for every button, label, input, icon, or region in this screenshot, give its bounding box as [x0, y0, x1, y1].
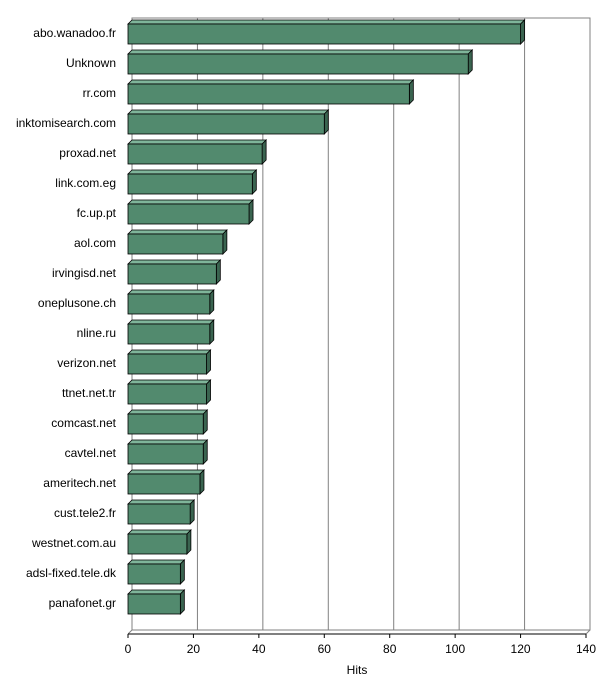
bar-side	[179, 589, 185, 615]
bar-top	[127, 229, 228, 235]
bar-side	[202, 439, 208, 465]
bar-side	[202, 409, 208, 435]
bar-top	[127, 589, 186, 595]
y-tick-label: proxad.net	[59, 146, 116, 160]
x-tick-label: 100	[445, 642, 465, 656]
bar-top	[127, 349, 212, 355]
bar	[127, 413, 204, 435]
x-tick-label: 80	[383, 642, 397, 656]
bar-side	[251, 169, 257, 195]
bar	[127, 353, 207, 375]
bar	[127, 53, 469, 75]
bar-top	[127, 109, 330, 115]
floor-line	[585, 629, 591, 635]
bar	[127, 173, 253, 195]
bar-top	[127, 19, 526, 25]
bar-side	[261, 139, 267, 165]
bar	[127, 203, 250, 225]
y-tick-label: inktomisearch.com	[16, 116, 116, 130]
bar-side	[222, 229, 228, 255]
bar-top	[127, 319, 215, 325]
bar	[127, 113, 325, 135]
y-tick-label: cavtel.net	[65, 446, 117, 460]
bar	[127, 563, 181, 585]
bar	[127, 83, 410, 105]
y-tick-label: adsl-fixed.tele.dk	[26, 566, 117, 580]
bar-top	[127, 469, 205, 475]
floor-line	[127, 629, 133, 635]
x-tick-label: 120	[511, 642, 531, 656]
y-tick-label: verizon.net	[57, 356, 116, 370]
bar-side	[323, 109, 329, 135]
bar-side	[248, 199, 254, 225]
bar	[127, 263, 217, 285]
bar-top	[127, 529, 192, 535]
x-tick-label: 40	[252, 642, 266, 656]
bar	[127, 293, 211, 315]
bar	[127, 143, 263, 165]
y-tick-label: panafonet.gr	[49, 596, 116, 610]
y-tick-label: fc.up.pt	[77, 206, 117, 220]
bar-side	[408, 79, 414, 105]
y-tick-label: rr.com	[83, 86, 116, 100]
y-tick-label: ameritech.net	[43, 476, 116, 490]
x-tick-label: 20	[187, 642, 201, 656]
bar	[127, 533, 188, 555]
y-tick-label: aol.com	[74, 236, 116, 250]
bar-side	[206, 349, 211, 375]
bar	[127, 23, 521, 45]
bar-side	[520, 19, 525, 45]
bar-top	[127, 79, 415, 85]
bar-top	[127, 499, 196, 505]
bar-side	[206, 379, 211, 405]
x-tick-label: 60	[318, 642, 332, 656]
bar-top	[127, 49, 474, 55]
bar-top	[127, 409, 209, 415]
y-tick-label: westnet.com.au	[31, 536, 116, 550]
bar-side	[215, 259, 221, 285]
y-tick-label: Unknown	[66, 56, 116, 70]
x-axis-label: Hits	[347, 663, 368, 677]
y-tick-label: ttnet.net.tr	[62, 386, 116, 400]
bar-top	[127, 169, 258, 175]
y-tick-label: cust.tele2.fr	[54, 506, 116, 520]
bar-side	[467, 49, 473, 75]
bar-side	[189, 499, 195, 525]
bar-top	[127, 199, 255, 205]
bar-top	[127, 139, 268, 145]
bar-top	[127, 559, 186, 565]
y-tick-label: link.com.eg	[55, 176, 116, 190]
bar	[127, 503, 191, 525]
bar	[127, 383, 207, 405]
y-tick-label: abo.wanadoo.fr	[33, 26, 116, 40]
bar-top	[127, 379, 212, 385]
x-tick-label: 0	[125, 642, 132, 656]
bar	[127, 473, 201, 495]
x-tick-label: 140	[576, 642, 596, 656]
bar-side	[209, 289, 215, 315]
bar	[127, 593, 181, 615]
bar	[127, 323, 211, 345]
bar-top	[127, 289, 215, 295]
bar-side	[199, 469, 205, 495]
y-tick-label: irvingisd.net	[52, 266, 117, 280]
bar-top	[127, 439, 209, 445]
y-tick-label: nline.ru	[77, 326, 116, 340]
y-tick-label: comcast.net	[51, 416, 116, 430]
bar-side	[209, 319, 215, 345]
bar-side	[186, 529, 192, 555]
bar-side	[179, 559, 185, 585]
bar	[127, 233, 224, 255]
y-tick-label: oneplusone.ch	[38, 296, 116, 310]
bar	[127, 443, 204, 465]
bar-top	[127, 259, 222, 265]
